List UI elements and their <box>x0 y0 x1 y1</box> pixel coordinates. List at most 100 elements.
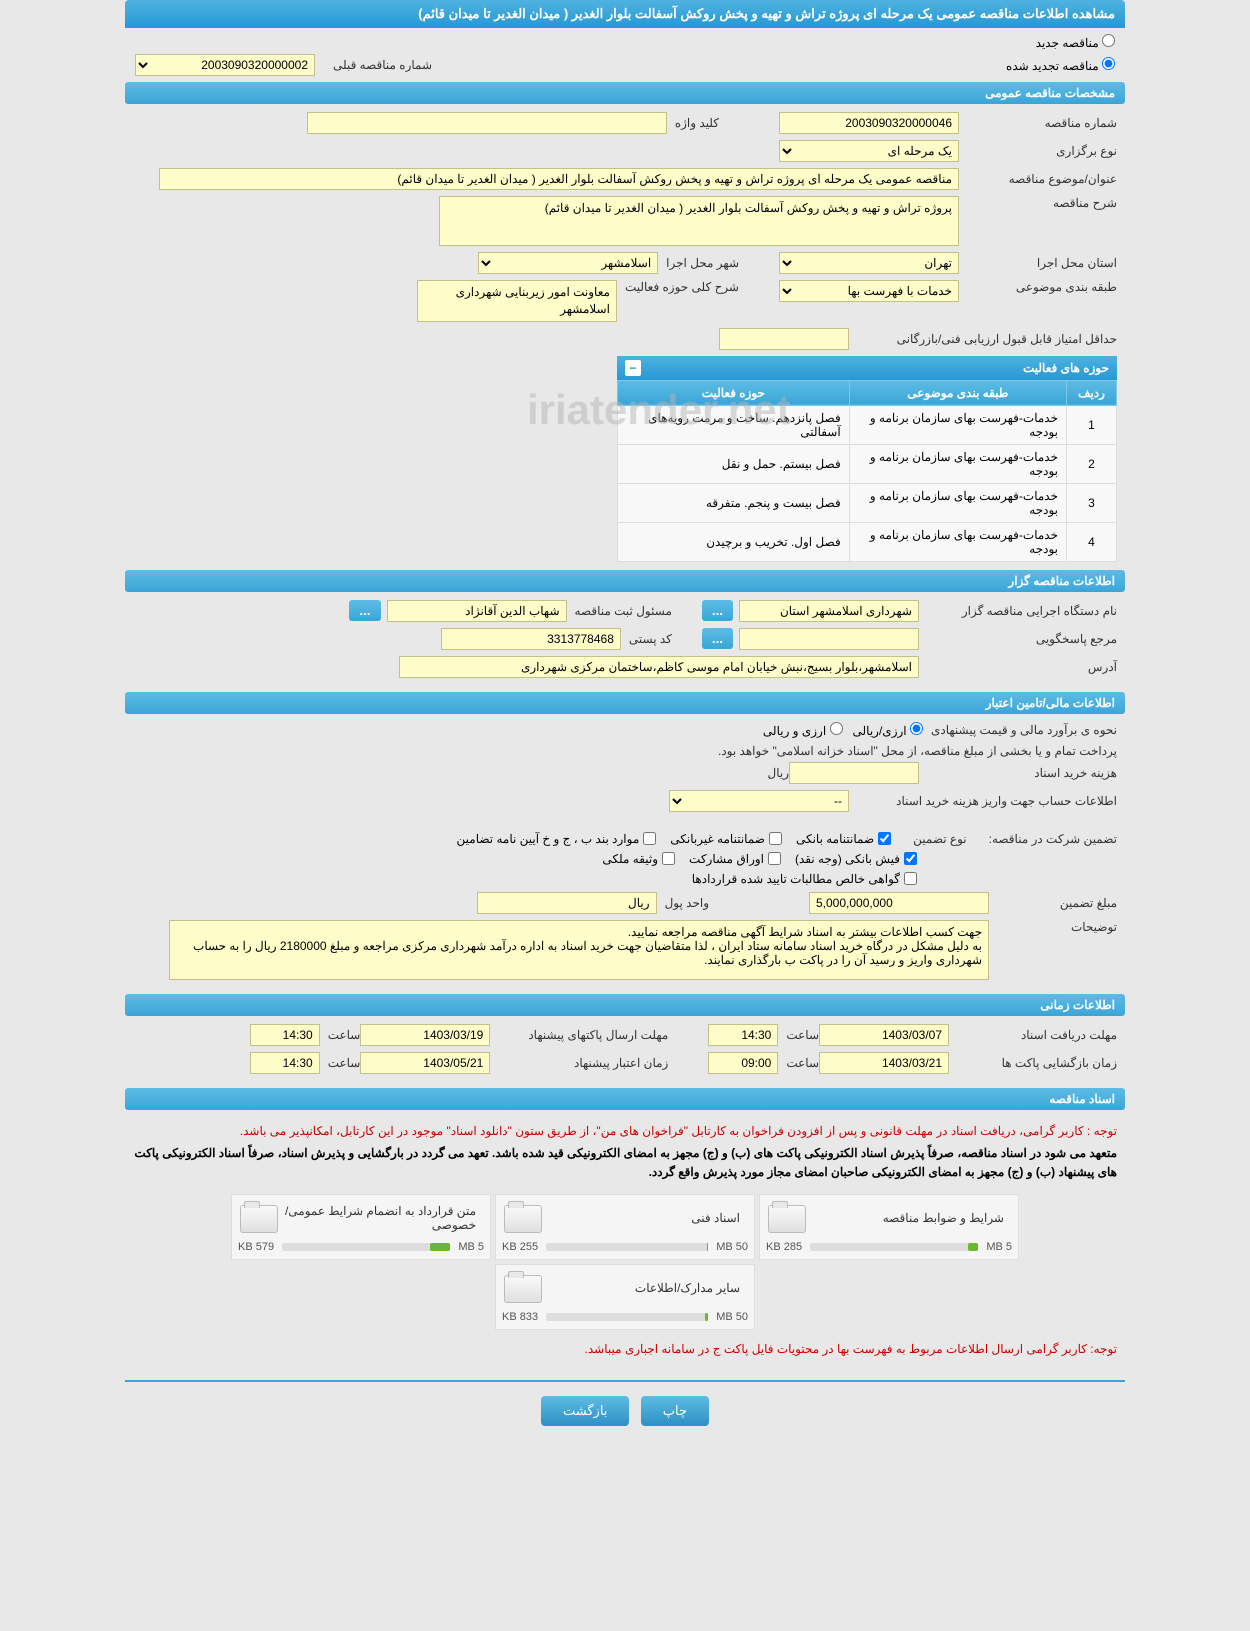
city-select[interactable]: اسلامشهر <box>478 252 658 274</box>
radio-renewed-label: مناقصه تجدید شده <box>1006 59 1099 73</box>
file-title: سایر مدارک/اطلاعات <box>542 1281 740 1295</box>
pay-note: پرداخت تمام و یا بخشی از مبلغ مناقصه، از… <box>133 744 1117 758</box>
file-title: اسناد فنی <box>542 1211 740 1225</box>
file-box[interactable]: سایر مدارک/اطلاعات 50 MB 833 KB <box>495 1264 755 1330</box>
grid-header: حوزه های فعالیت − <box>617 356 1117 380</box>
postal-field: 3313778468 <box>441 628 621 650</box>
amount-field: 5,000,000,000 <box>809 892 989 914</box>
back-button[interactable]: بازگشت <box>541 1396 629 1426</box>
category-select[interactable]: خدمات با فهرست بها <box>779 280 959 302</box>
send-time: 14:30 <box>250 1024 320 1046</box>
col-row: ردیف <box>1067 380 1117 405</box>
desc-label: شرح مناقصه <box>967 196 1117 210</box>
explain-field[interactable] <box>169 920 989 980</box>
cb3[interactable]: موارد بند ب ، ج و خ آیین نامه تضامین <box>457 832 657 846</box>
file-used: 285 KB <box>766 1241 802 1253</box>
tender-mode-row: مناقصه جدید مناقصه تجدید شده شماره مناقص… <box>125 28 1125 82</box>
explain-label: توضیحات <box>997 920 1117 934</box>
col-cat: طبقه بندی موضوعی <box>849 380 1066 405</box>
type-select[interactable]: یک مرحله ای <box>779 140 959 162</box>
docs-note1: توجه : کاربر گرامی، دریافت اسناد در مهلت… <box>133 1124 1117 1138</box>
footer-buttons: چاپ بازگشت <box>125 1380 1125 1440</box>
buycost-field[interactable] <box>789 762 919 784</box>
reg-browse-button[interactable]: ... <box>349 600 380 621</box>
account-select[interactable]: -- <box>669 790 849 812</box>
file-used: 833 KB <box>502 1311 538 1323</box>
file-total: 50 MB <box>716 1241 748 1253</box>
prev-tender-label: شماره مناقصه قبلی <box>333 58 432 72</box>
minscore-field[interactable] <box>719 328 849 350</box>
file-total: 50 MB <box>716 1311 748 1323</box>
cb2[interactable]: ضمانتنامه غیربانکی <box>670 832 782 846</box>
open-label: زمان بازگشایی پاکت ها <box>957 1056 1117 1070</box>
docs-note3: توجه: کاربر گرامی ارسال اطلاعات مربوط به… <box>133 1342 1117 1356</box>
radio-new[interactable]: مناقصه جدید <box>1036 36 1115 50</box>
guarantee-type-label: نوع تضمین <box>913 832 966 846</box>
folder-icon <box>502 1201 542 1235</box>
guarantee-label: تضمین شرکت در مناقصه: <box>989 832 1117 846</box>
hour-label-1: ساعت <box>786 1028 819 1042</box>
page-title: مشاهده اطلاعات مناقصه عمومی یک مرحله ای … <box>125 0 1125 28</box>
recv-date: 1403/03/07 <box>819 1024 949 1046</box>
unit-label: واحد پول <box>665 896 709 910</box>
send-date: 1403/03/19 <box>360 1024 490 1046</box>
file-box[interactable]: متن قرارداد به انضمام شرایط عمومی/خصوصی … <box>231 1194 491 1260</box>
method-opt2[interactable]: ارزی و ریالی <box>763 722 843 738</box>
org-browse-button[interactable]: ... <box>702 600 733 621</box>
col-scope: حوزه فعالیت <box>618 380 850 405</box>
method-opt1[interactable]: ارزی/ریالی <box>853 722 923 738</box>
cb6[interactable]: وثیقه ملکی <box>602 852 675 866</box>
scope-desc-field: معاونت امور زیربنایی شهرداری اسلامشهر <box>417 280 617 322</box>
keyword-field[interactable] <box>307 112 667 134</box>
method-label: نحوه ی برآورد مالی و قیمت پیشنهادی <box>931 723 1117 737</box>
desc-field[interactable] <box>439 196 959 246</box>
table-row: 2خدمات-فهرست بهای سازمان برنامه و بودجهف… <box>618 444 1117 483</box>
file-box[interactable]: شرایط و ضوابط مناقصه 5 MB 285 KB <box>759 1194 1019 1260</box>
valid-date: 1403/05/21 <box>360 1052 490 1074</box>
section-organizer-header: اطلاعات مناقصه گزار <box>125 570 1125 592</box>
cb1[interactable]: ضمانتنامه بانکی <box>796 832 891 846</box>
open-date: 1403/03/21 <box>819 1052 949 1074</box>
org-field: شهرداری اسلامشهر استان <box>739 600 919 622</box>
tender-no-field: 2003090320000046 <box>779 112 959 134</box>
file-box[interactable]: اسناد فنی 50 MB 255 KB <box>495 1194 755 1260</box>
keyword-label: کلید واژه <box>675 116 719 130</box>
category-label: طبقه بندی موضوعی <box>967 280 1117 294</box>
file-used: 579 KB <box>238 1241 274 1253</box>
cb7[interactable]: گواهی خالص مطالبات تایید شده قراردادها <box>692 872 917 886</box>
section-financial-header: اطلاعات مالی/تامین اعتبار <box>125 692 1125 714</box>
subject-field: مناقصه عمومی یک مرحله ای پروژه تراش و ته… <box>159 168 959 190</box>
postal-label: کد پستی <box>629 632 672 646</box>
subject-label: عنوان/موضوع مناقصه <box>967 172 1117 186</box>
province-select[interactable]: تهران <box>779 252 959 274</box>
grid-title: حوزه های فعالیت <box>1023 361 1109 375</box>
cb4[interactable]: فیش بانکی (وجه نقد) <box>795 852 917 866</box>
radio-renewed[interactable]: مناقصه تجدید شده <box>1006 57 1115 73</box>
tender-no-label: شماره مناقصه <box>967 116 1117 130</box>
section-docs-header: اسناد مناقصه <box>125 1088 1125 1110</box>
amount-label: مبلغ تضمین <box>997 896 1117 910</box>
send-label: مهلت ارسال پاکتهای پیشنهاد <box>498 1028 668 1042</box>
print-button[interactable]: چاپ <box>641 1396 709 1426</box>
collapse-icon[interactable]: − <box>625 360 641 376</box>
province-label: استان محل اجرا <box>967 256 1117 270</box>
prev-tender-select[interactable]: 2003090320000002 <box>135 54 315 76</box>
file-title: متن قرارداد به انضمام شرایط عمومی/خصوصی <box>278 1204 476 1232</box>
folder-icon <box>502 1271 542 1305</box>
resp-label: مرجع پاسخگویی <box>927 632 1117 646</box>
scope-desc-label: شرح کلی حوزه فعالیت <box>625 280 739 294</box>
cb5[interactable]: اوراق مشارکت <box>689 852 781 866</box>
resp-browse-button[interactable]: ... <box>702 628 733 649</box>
valid-time: 14:30 <box>250 1052 320 1074</box>
org-label: نام دستگاه اجرایی مناقصه گزار <box>927 604 1117 618</box>
table-row: 1خدمات-فهرست بهای سازمان برنامه و بودجهف… <box>618 405 1117 444</box>
account-label: اطلاعات حساب جهت واریز هزینه خرید اسناد <box>857 794 1117 808</box>
addr-label: آدرس <box>927 660 1117 674</box>
section-general-header: مشخصات مناقصه عمومی <box>125 82 1125 104</box>
valid-label: زمان اعتبار پیشنهاد <box>498 1056 668 1070</box>
reg-field: شهاب الدین آقانژاد <box>387 600 567 622</box>
hour-label-3: ساعت <box>786 1056 819 1070</box>
radio-new-label: مناقصه جدید <box>1036 36 1099 50</box>
addr-field: اسلامشهر،بلوار بسیج،نبش خیابان امام موسی… <box>399 656 919 678</box>
resp-field[interactable] <box>739 628 919 650</box>
